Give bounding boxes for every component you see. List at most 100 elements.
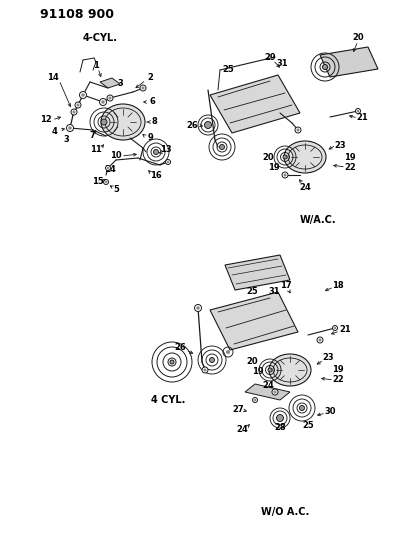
Circle shape	[103, 180, 109, 184]
Text: 13: 13	[160, 146, 172, 155]
Text: 19: 19	[268, 163, 280, 172]
Circle shape	[333, 326, 337, 330]
Text: 22: 22	[332, 376, 344, 384]
Circle shape	[76, 103, 80, 107]
Circle shape	[166, 159, 171, 165]
Circle shape	[194, 304, 202, 311]
Circle shape	[209, 358, 215, 362]
Circle shape	[356, 109, 360, 114]
Text: 17: 17	[280, 281, 292, 290]
Text: W/A.C.: W/A.C.	[300, 215, 336, 225]
Text: 3: 3	[63, 135, 69, 144]
Circle shape	[80, 92, 86, 99]
Text: 31: 31	[268, 287, 280, 296]
Text: 21: 21	[356, 112, 368, 122]
Polygon shape	[320, 47, 378, 77]
Circle shape	[276, 415, 284, 422]
Text: 2: 2	[147, 74, 153, 83]
Text: 25: 25	[302, 422, 314, 431]
Text: 8: 8	[151, 117, 157, 126]
Polygon shape	[225, 255, 290, 290]
Ellipse shape	[284, 141, 326, 173]
Text: 14: 14	[104, 166, 116, 174]
Circle shape	[284, 174, 286, 176]
Text: W/O A.C.: W/O A.C.	[261, 507, 309, 517]
Circle shape	[219, 144, 225, 149]
Text: 91108 900: 91108 900	[40, 7, 114, 20]
Text: 23: 23	[334, 141, 346, 149]
Circle shape	[105, 181, 107, 183]
Text: 4: 4	[51, 127, 57, 136]
Polygon shape	[210, 75, 300, 133]
Text: 1: 1	[93, 61, 99, 69]
Circle shape	[295, 127, 301, 133]
Text: 15: 15	[92, 177, 104, 187]
Polygon shape	[245, 384, 290, 400]
Text: 19: 19	[332, 366, 344, 375]
Text: 29: 29	[264, 52, 276, 61]
Circle shape	[357, 110, 359, 112]
Circle shape	[109, 96, 112, 100]
Text: 22: 22	[344, 163, 356, 172]
Circle shape	[81, 93, 85, 97]
Circle shape	[101, 119, 107, 125]
Text: 23: 23	[322, 353, 334, 362]
Circle shape	[254, 399, 256, 401]
Text: 19: 19	[252, 367, 264, 376]
Text: 5: 5	[113, 185, 119, 195]
Text: 27: 27	[232, 406, 244, 415]
Circle shape	[67, 125, 74, 132]
Circle shape	[71, 109, 77, 115]
Ellipse shape	[269, 354, 311, 386]
Circle shape	[282, 172, 288, 178]
Circle shape	[167, 161, 169, 163]
Text: 18: 18	[332, 280, 344, 289]
Text: 7: 7	[89, 131, 95, 140]
Text: 25: 25	[222, 66, 234, 75]
Polygon shape	[100, 78, 120, 88]
Circle shape	[68, 126, 72, 130]
Circle shape	[202, 367, 208, 373]
Circle shape	[196, 306, 200, 310]
Text: 24: 24	[236, 425, 248, 434]
Text: 26: 26	[186, 120, 198, 130]
Text: 19: 19	[344, 152, 356, 161]
Text: 6: 6	[149, 98, 155, 107]
Circle shape	[253, 398, 257, 402]
Circle shape	[226, 350, 230, 354]
Circle shape	[204, 368, 206, 372]
Text: 26: 26	[174, 343, 186, 352]
Circle shape	[322, 64, 327, 69]
Text: 31: 31	[276, 59, 288, 68]
Text: 9: 9	[147, 133, 153, 142]
Circle shape	[72, 110, 76, 114]
Text: 24: 24	[299, 182, 311, 191]
Circle shape	[101, 100, 105, 104]
Circle shape	[141, 86, 145, 90]
Text: 11: 11	[90, 146, 102, 155]
Circle shape	[140, 85, 146, 91]
Text: 14: 14	[47, 74, 59, 83]
Text: 4 CYL.: 4 CYL.	[151, 395, 185, 405]
Circle shape	[334, 327, 336, 329]
Text: 20: 20	[262, 152, 274, 161]
Circle shape	[272, 389, 278, 395]
Text: 3: 3	[117, 79, 123, 88]
Text: 20: 20	[352, 33, 364, 42]
Text: 24: 24	[262, 382, 274, 391]
Text: 25: 25	[246, 287, 258, 296]
Circle shape	[75, 102, 81, 108]
Circle shape	[154, 149, 158, 155]
Circle shape	[274, 391, 276, 393]
Circle shape	[299, 406, 305, 410]
Circle shape	[317, 337, 323, 343]
Circle shape	[268, 368, 272, 372]
Text: 21: 21	[339, 326, 351, 335]
Text: 10: 10	[110, 151, 122, 160]
Circle shape	[170, 360, 174, 364]
Circle shape	[107, 167, 109, 169]
Text: 4-CYL.: 4-CYL.	[82, 33, 118, 43]
Circle shape	[204, 122, 211, 128]
Text: 16: 16	[150, 171, 162, 180]
Text: 28: 28	[274, 424, 286, 432]
